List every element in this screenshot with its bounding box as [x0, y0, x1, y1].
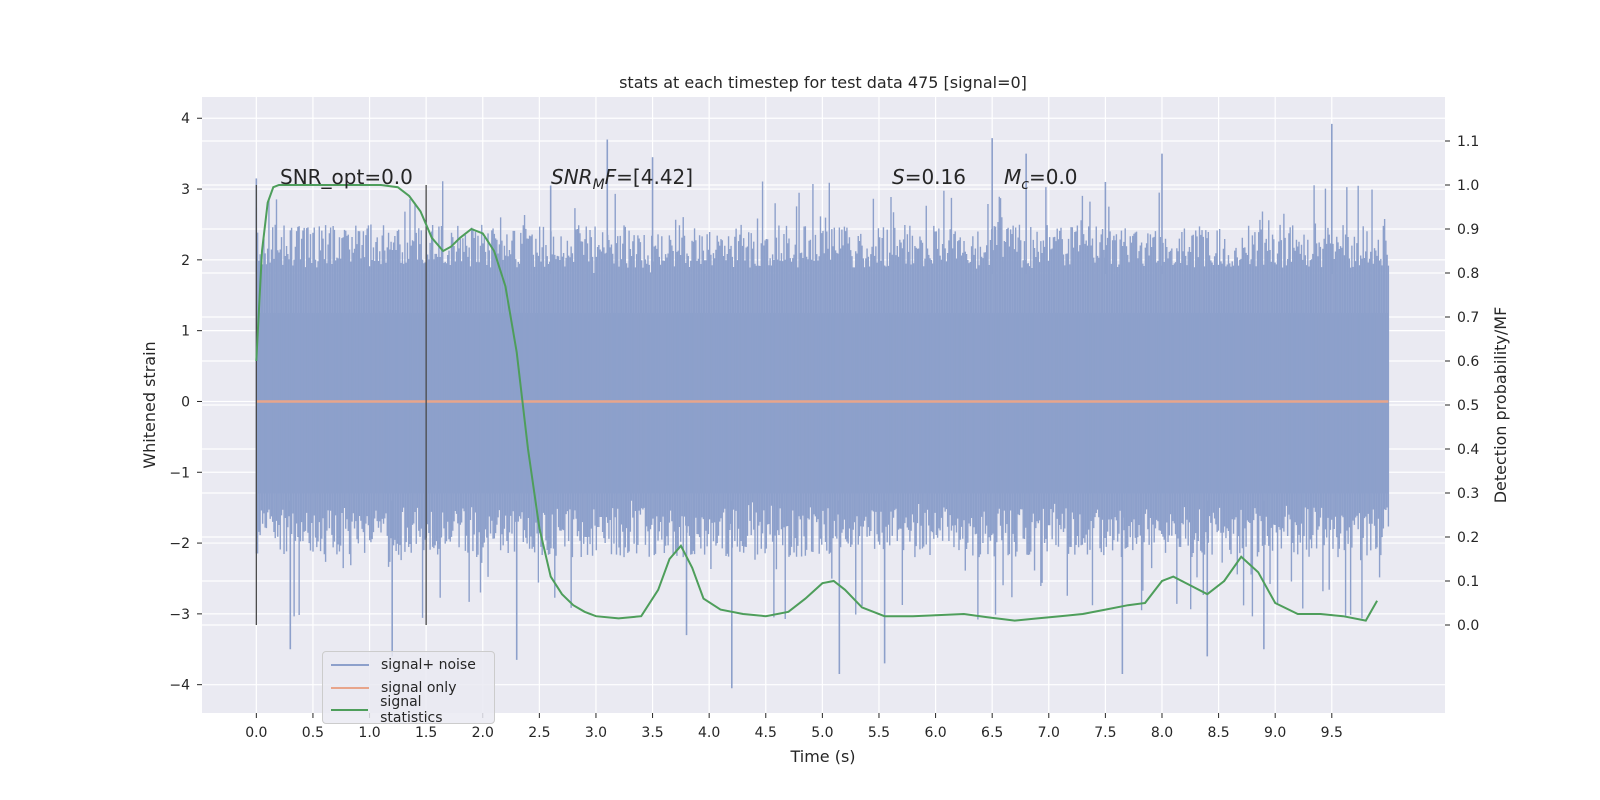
y-tick-label: −3: [169, 607, 190, 623]
x-tick-label: 4.0: [698, 725, 720, 741]
y-tick-label: −2: [169, 536, 190, 552]
x-tick-label: 5.5: [868, 725, 890, 741]
x-tick-label: 5.0: [811, 725, 833, 741]
x-tick-label: 7.5: [1094, 725, 1116, 741]
chart-title: stats at each timestep for test data 475…: [619, 73, 1027, 92]
legend: signal+ noise signal only signal statist…: [322, 651, 495, 726]
s-value: =0.16: [905, 165, 966, 189]
series-signal-plus-noise: [255, 123, 1390, 689]
x-tick-label: 4.5: [755, 725, 777, 741]
x-tick-label: 0.0: [245, 725, 267, 741]
snr-mf-name: SNR: [551, 165, 593, 189]
x-axis-label: Time (s): [789, 747, 855, 766]
y-tick-label: 0: [181, 394, 190, 410]
y-tick-label: 3: [181, 182, 190, 198]
right-tick-label: 0.8: [1457, 266, 1479, 282]
legend-item-signal-only: signal only: [331, 677, 486, 700]
legend-label-signal: signal only: [381, 679, 457, 696]
y-tick-label: 1: [181, 324, 190, 340]
x-tick-label: 1.5: [415, 725, 437, 741]
mc-value: =0.0: [1029, 165, 1078, 189]
annotation-mc: Mc=0.0: [1004, 165, 1078, 193]
y-axis-label: Whitened strain: [140, 341, 159, 468]
legend-item-signal-noise: signal+ noise: [331, 654, 486, 677]
x-tick-label: 8.0: [1151, 725, 1173, 741]
annotation-snr-opt: SNR_opt=0.0: [280, 165, 413, 189]
right-tick-label: 0.1: [1457, 574, 1479, 590]
right-tick-label: 0.9: [1457, 222, 1479, 238]
right-tick-label: 0.6: [1457, 354, 1479, 370]
x-tick-label: 8.5: [1207, 725, 1229, 741]
y-tick-label: −4: [169, 678, 190, 694]
x-axis-ticks: 0.0 0.5 1.0 1.5 2.0 2.5 3.0 3.5 4.0 4.5 5.0 5.5 6.0 6…: [245, 713, 1343, 741]
right-tick-label: 0.2: [1457, 530, 1479, 546]
right-tick-label: 0.5: [1457, 398, 1479, 414]
x-tick-label: 6.0: [924, 725, 946, 741]
event-markers: [255, 185, 427, 625]
x-tick-label: 2.0: [472, 725, 494, 741]
snr-mf-subscript: M: [593, 177, 605, 193]
series-signal-statistics: [255, 184, 1378, 622]
y-axis-ticks: 4 3 2 1 0 −1 −2 −3 −4: [169, 111, 202, 694]
y-tick-label: 4: [181, 111, 190, 127]
right-axis-ticks: 0.0 0.1 0.2 0.3 0.4 0.5 0.6 0.7 0.8 0.9 1.0 1.1: [1445, 134, 1479, 634]
snr-mf-value: =[4.42]: [616, 165, 693, 189]
right-tick-label: 0.7: [1457, 310, 1479, 326]
x-tick-label: 3.5: [641, 725, 663, 741]
mc-name: M: [1004, 165, 1021, 189]
right-tick-label: 0.3: [1457, 486, 1479, 502]
right-tick-label: 1.1: [1457, 134, 1479, 150]
x-tick-label: 7.0: [1038, 725, 1060, 741]
x-tick-label: 6.5: [981, 725, 1003, 741]
right-tick-label: 0.4: [1457, 442, 1479, 458]
x-tick-label: 9.5: [1321, 725, 1343, 741]
x-tick-label: 3.0: [585, 725, 607, 741]
right-tick-label: 1.0: [1457, 178, 1479, 194]
snr-mf-rest-italic: F: [605, 165, 617, 189]
y-tick-label: −1: [169, 465, 190, 481]
x-tick-label: 2.5: [528, 725, 550, 741]
mc-subscript: c: [1021, 177, 1029, 193]
legend-label-stats: signal statistics: [380, 694, 443, 727]
legend-item-signal-statistics: signal statistics: [331, 694, 486, 726]
x-tick-label: 0.5: [302, 725, 324, 741]
legend-label-noise: signal+ noise: [381, 657, 476, 674]
right-tick-label: 0.0: [1457, 618, 1479, 634]
s-name: S: [892, 165, 905, 189]
legend-swatch-noise: [331, 664, 369, 667]
legend-swatch-signal: [331, 686, 369, 689]
legend-swatch-stats: [331, 709, 369, 712]
x-tick-label: 1.0: [358, 725, 380, 741]
annotation-s: S=0.16: [892, 165, 966, 189]
x-tick-label: 9.0: [1264, 725, 1286, 741]
y-tick-label: 2: [181, 253, 190, 269]
right-axis-label: Detection probability/MF: [1491, 307, 1510, 504]
annotation-snr-mf: SNRMF=[4.42]: [551, 165, 693, 193]
